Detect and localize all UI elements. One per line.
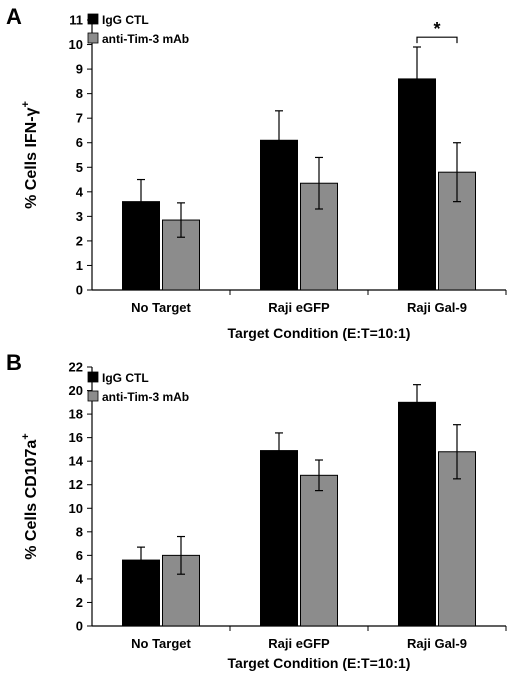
category-label: No Target [131, 300, 191, 315]
x-axis-label: Target Condition (E:T=10:1) [228, 325, 411, 341]
y-tick-label: 4 [76, 184, 84, 199]
y-tick-label: 5 [76, 160, 83, 175]
category-label: Raji eGFP [268, 300, 330, 315]
bar-anti-tim3-1 [300, 474, 338, 627]
y-axis-label: % Cells CD107a+ [20, 433, 40, 560]
panel-a-bars [122, 46, 476, 291]
bar-igg-ctl-2 [398, 401, 436, 627]
y-tick-label: 2 [76, 233, 83, 248]
y-tick-label: 20 [69, 383, 83, 398]
y-tick-label: 12 [69, 477, 83, 492]
panel-b-axes [87, 366, 507, 631]
y-tick-label: 6 [76, 135, 83, 150]
x-axis-label: Target Condition (E:T=10:1) [228, 655, 411, 671]
y-tick-label: 11 [69, 13, 83, 28]
y-axis-label-text: % Cells IFN-γ [23, 107, 40, 208]
panel-b-labels: 0 2 4 6 8 10 12 14 16 18 20 22 No Target Raji eGFP Raj… [20, 360, 467, 672]
y-tick-label: 6 [76, 548, 83, 563]
y-tick-label: 8 [76, 524, 83, 539]
bar-igg-ctl-0 [122, 201, 160, 291]
y-tick-label: 18 [69, 407, 83, 422]
legend-label: anti-Tim-3 mAb [102, 32, 189, 46]
y-tick-label: 22 [69, 360, 83, 375]
y-tick-label: 1 [76, 258, 83, 273]
category-label: Raji eGFP [268, 636, 330, 651]
y-axis-label-superscript: + [20, 101, 32, 107]
panel-a: A 0 1 2 3 4 5 6 7 8 9 10 11 No Target Raji eGFP Raji G… [6, 4, 507, 342]
significance-bracket [416, 36, 458, 44]
legend-swatch [87, 32, 99, 44]
y-tick-label: 16 [69, 430, 83, 445]
y-axis-label-text: % Cells CD107a [23, 440, 40, 560]
y-tick-label: 14 [69, 454, 84, 469]
legend-label: anti-Tim-3 mAb [102, 390, 189, 404]
y-axis-label: % Cells IFN-γ+ [20, 101, 40, 209]
category-label: Raji Gal-9 [407, 300, 467, 315]
y-tick-label: 7 [76, 111, 83, 126]
legend-swatch [87, 13, 99, 25]
bar-igg-ctl-1 [260, 450, 298, 627]
y-tick-label: 2 [76, 595, 83, 610]
bar-igg-ctl-2 [398, 78, 436, 291]
significance-star: * [433, 19, 440, 39]
legend-label: IgG CTL [102, 13, 149, 27]
panel-a-labels: 0 1 2 3 4 5 6 7 8 9 10 11 No Target Raji eGFP Raji Gal… [20, 13, 467, 342]
y-axis-label-superscript: + [20, 433, 32, 439]
legend-label: IgG CTL [102, 371, 149, 385]
y-tick-label: 4 [76, 571, 84, 586]
y-tick-label: 3 [76, 209, 83, 224]
y-tick-label: 0 [76, 283, 83, 298]
bar-igg-ctl-0 [122, 559, 160, 627]
y-tick-label: 9 [76, 62, 83, 77]
bar-anti-tim3-2 [438, 451, 476, 627]
y-tick-label: 0 [76, 619, 83, 634]
y-tick-label: 10 [69, 37, 83, 52]
category-label: No Target [131, 636, 191, 651]
category-label: Raji Gal-9 [407, 636, 467, 651]
y-tick-label: 10 [69, 501, 83, 516]
panel-b: B 0 2 4 6 8 10 12 14 16 18 20 22 No Target Raji eGFP R… [6, 350, 507, 672]
panel-b-letter: B [6, 350, 22, 375]
panel-a-letter: A [6, 4, 22, 29]
panel-b-bars [122, 384, 476, 627]
y-tick-label: 8 [76, 86, 83, 101]
legend-swatch [87, 390, 99, 402]
bar-igg-ctl-1 [260, 139, 298, 291]
legend-swatch [87, 371, 99, 383]
